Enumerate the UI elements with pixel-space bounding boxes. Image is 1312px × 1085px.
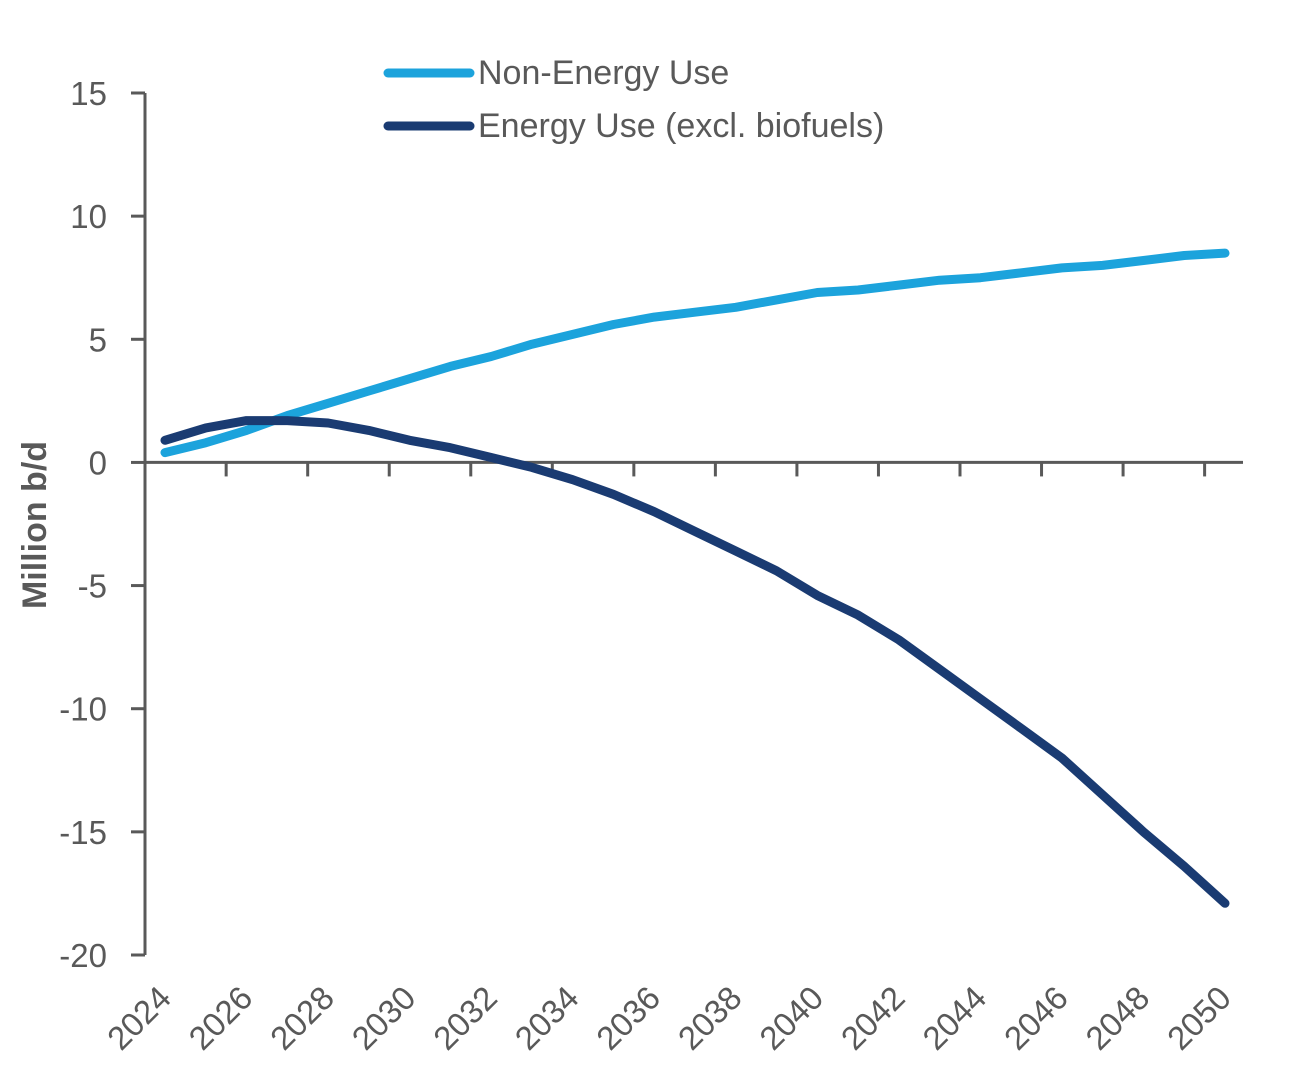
data-point-non-energy-use bbox=[976, 274, 984, 282]
y-tick-label: -20 bbox=[59, 937, 107, 974]
data-point-energy-use-excl-biofuels bbox=[610, 490, 618, 498]
data-point-non-energy-use bbox=[895, 281, 903, 289]
data-point-non-energy-use bbox=[854, 286, 862, 294]
data-point-non-energy-use bbox=[1221, 249, 1229, 257]
data-point-energy-use-excl-biofuels bbox=[446, 444, 454, 452]
x-tick-label: 2026 bbox=[181, 979, 259, 1057]
data-point-non-energy-use bbox=[1180, 252, 1188, 260]
x-tick-label: 2050 bbox=[1160, 979, 1238, 1057]
data-point-energy-use-excl-biofuels bbox=[650, 508, 658, 516]
data-point-non-energy-use bbox=[1058, 264, 1066, 272]
data-point-non-energy-use bbox=[650, 313, 658, 321]
data-point-energy-use-excl-biofuels bbox=[1180, 862, 1188, 870]
x-tick-label: 2046 bbox=[997, 979, 1075, 1057]
data-point-non-energy-use bbox=[161, 449, 169, 457]
data-point-non-energy-use bbox=[813, 289, 821, 297]
data-point-non-energy-use bbox=[1140, 257, 1148, 265]
data-point-energy-use-excl-biofuels bbox=[1221, 899, 1229, 907]
data-point-non-energy-use bbox=[487, 353, 495, 361]
x-tick-label: 2048 bbox=[1078, 979, 1156, 1057]
data-point-energy-use-excl-biofuels bbox=[569, 476, 577, 484]
series-line-non-energy-use bbox=[160, 248, 1230, 458]
data-point-non-energy-use bbox=[243, 426, 251, 434]
data-point-energy-use-excl-biofuels bbox=[283, 417, 291, 425]
data-point-energy-use-excl-biofuels bbox=[691, 527, 699, 535]
data-point-energy-use-excl-biofuels bbox=[365, 426, 373, 434]
data-point-energy-use-excl-biofuels bbox=[243, 417, 251, 425]
y-axis-title: Million b/d bbox=[16, 441, 54, 609]
data-point-non-energy-use bbox=[528, 340, 536, 348]
data-point-energy-use-excl-biofuels bbox=[813, 591, 821, 599]
data-point-energy-use-excl-biofuels bbox=[773, 567, 781, 575]
data-point-non-energy-use bbox=[569, 330, 577, 338]
data-point-non-energy-use bbox=[773, 296, 781, 304]
x-tick-label: 2042 bbox=[834, 979, 912, 1057]
y-tick-label: 15 bbox=[70, 75, 107, 112]
y-tick-label: -15 bbox=[59, 814, 107, 851]
data-point-non-energy-use bbox=[1017, 269, 1025, 277]
data-point-non-energy-use bbox=[365, 387, 373, 395]
data-point-energy-use-excl-biofuels bbox=[406, 436, 414, 444]
legend-label-energy-use: Energy Use (excl. biofuels) bbox=[478, 107, 884, 145]
x-tick-label: 2040 bbox=[752, 979, 830, 1057]
data-point-energy-use-excl-biofuels bbox=[202, 424, 210, 432]
y-tick-label: 5 bbox=[89, 321, 107, 358]
data-point-energy-use-excl-biofuels bbox=[936, 665, 944, 673]
data-point-non-energy-use bbox=[691, 308, 699, 316]
legend: Non-Energy Use Energy Use (excl. biofuel… bbox=[383, 54, 884, 145]
data-point-energy-use-excl-biofuels bbox=[895, 636, 903, 644]
data-point-energy-use-excl-biofuels bbox=[528, 463, 536, 471]
x-tick-label: 2036 bbox=[589, 979, 667, 1057]
x-tick-label: 2032 bbox=[426, 979, 504, 1057]
data-point-energy-use-excl-biofuels bbox=[854, 611, 862, 619]
y-tick-label: 0 bbox=[89, 444, 107, 481]
y-tick-label: -10 bbox=[59, 691, 107, 728]
data-point-non-energy-use bbox=[202, 439, 210, 447]
data-point-non-energy-use bbox=[936, 276, 944, 284]
data-point-energy-use-excl-biofuels bbox=[487, 454, 495, 462]
x-tick-label: 2028 bbox=[263, 979, 341, 1057]
data-point-energy-use-excl-biofuels bbox=[732, 547, 740, 555]
y-tick-label: 10 bbox=[70, 198, 107, 235]
data-point-energy-use-excl-biofuels bbox=[1017, 724, 1025, 732]
legend-label-non-energy-use: Non-Energy Use bbox=[478, 54, 729, 92]
data-point-non-energy-use bbox=[446, 362, 454, 370]
series-layer bbox=[160, 248, 1230, 908]
x-tick-label: 2038 bbox=[671, 979, 749, 1057]
x-tick-label: 2030 bbox=[344, 979, 422, 1057]
data-point-non-energy-use bbox=[732, 303, 740, 311]
data-point-non-energy-use bbox=[610, 321, 618, 329]
series-line-energy-use-excl-biofuels bbox=[160, 416, 1230, 908]
data-point-energy-use-excl-biofuels bbox=[1058, 754, 1066, 762]
data-point-non-energy-use bbox=[1099, 261, 1107, 269]
x-tick-label: 2044 bbox=[915, 979, 993, 1057]
x-tick-label: 2034 bbox=[508, 979, 586, 1057]
data-point-energy-use-excl-biofuels bbox=[324, 419, 332, 427]
x-tick-label: 2024 bbox=[100, 979, 178, 1057]
data-point-energy-use-excl-biofuels bbox=[161, 436, 169, 444]
data-point-energy-use-excl-biofuels bbox=[976, 695, 984, 703]
data-point-non-energy-use bbox=[406, 375, 414, 383]
data-point-energy-use-excl-biofuels bbox=[1099, 791, 1107, 799]
y-tick-label: -5 bbox=[78, 568, 107, 605]
data-point-energy-use-excl-biofuels bbox=[1140, 828, 1148, 836]
data-point-non-energy-use bbox=[324, 399, 332, 407]
